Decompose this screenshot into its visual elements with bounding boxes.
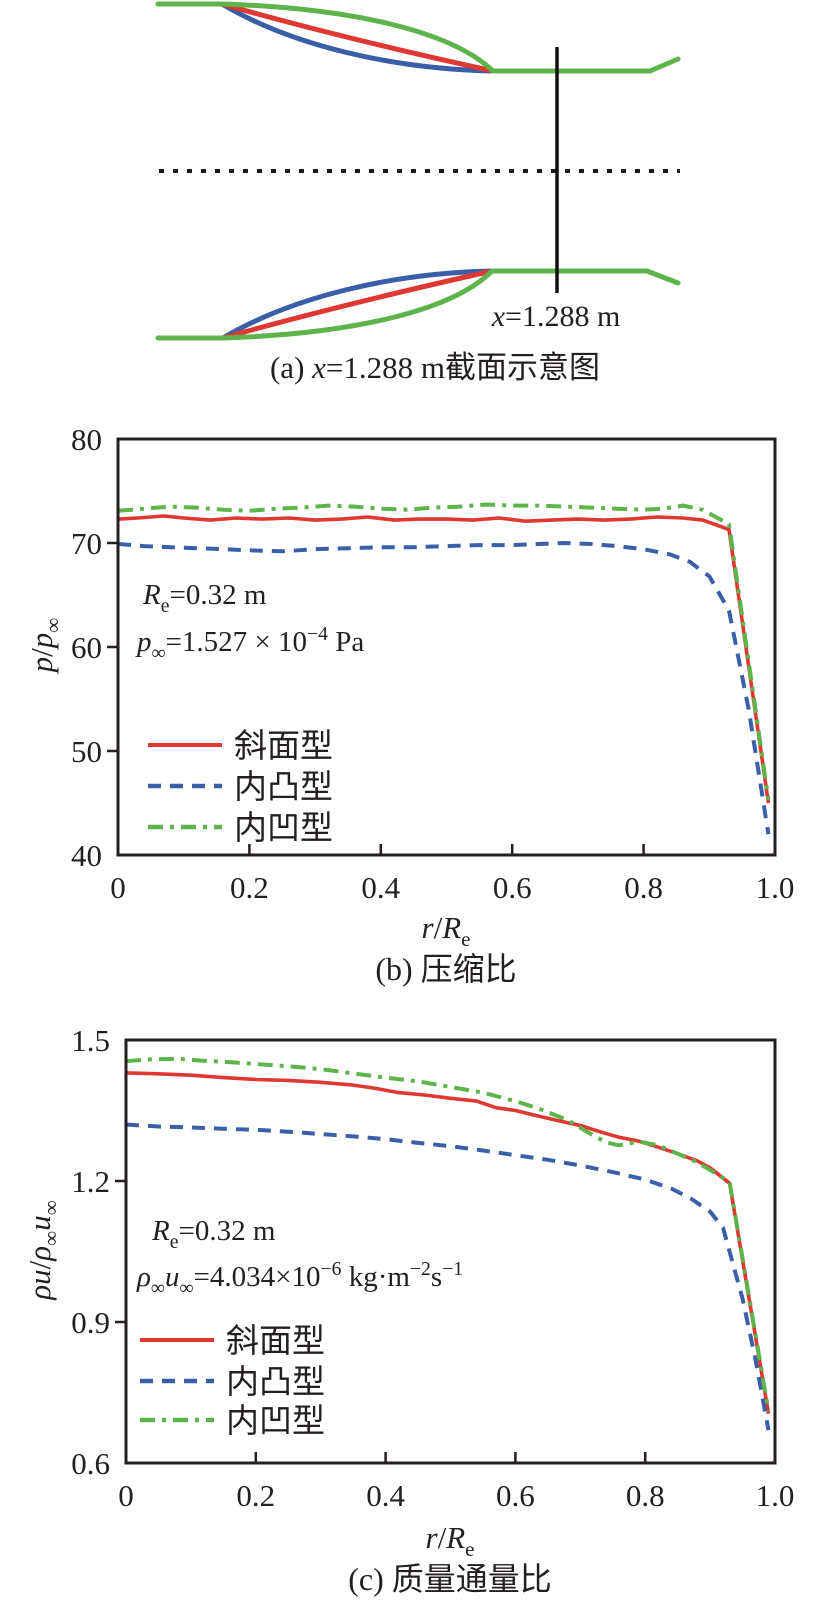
legend-convex-label: 内凸型	[234, 769, 333, 806]
chart-c-ylabel: ρu/ρ∞u∞	[22, 1200, 63, 1300]
series-concave-line	[117, 502, 771, 801]
y-tick-label: 40	[71, 838, 102, 873]
upper-ramp-profile	[219, 1, 496, 74]
lower-convex-profile	[220, 268, 495, 341]
legend-convex-label: 内凸型	[226, 1364, 325, 1401]
panel-a: x=1.288 m (a) x=1.288 m截面示意图	[0, 0, 814, 400]
legend-ramp-label: 斜面型	[234, 728, 333, 765]
x-tick-label: 0.4	[361, 870, 400, 905]
y-tick-label: 80	[71, 422, 102, 457]
legend-concave-label: 内凹型	[226, 1403, 325, 1440]
plot-border	[124, 1038, 777, 1465]
y-tick-label: 70	[71, 526, 102, 561]
chart-c-annotation-re: Re=0.32 m	[151, 1215, 276, 1253]
station-label: x=1.288 m	[491, 300, 621, 333]
lower-wall-exit-line	[489, 268, 681, 286]
chart-c-xlabel: r/Re	[426, 1520, 475, 1561]
upper-concave-profile	[219, 1, 496, 74]
x-tick-label: 0	[118, 1478, 134, 1513]
chart-c-caption: (c) 质量通量比	[348, 1561, 552, 1597]
x-tick-label: 0.2	[230, 870, 269, 905]
x-tick-label: 1.0	[756, 1478, 795, 1513]
x-tick-label: 0.8	[624, 870, 663, 905]
chart-b-annotation-re: Re=0.32 m	[142, 579, 267, 617]
upper-convex-profile	[219, 1, 496, 74]
x-tick-label: 0.6	[496, 1478, 535, 1513]
series-convex-line	[117, 541, 771, 835]
panel-c: 0 0.2 0.4 0.6 0.8 1.0 0.6 0.9 1.2 1.5 斜面型内凸型 内凹型 Re…	[0, 1000, 814, 1600]
x-tick-label: 1.0	[756, 870, 795, 905]
chart-b-ylabel: p/p∞	[24, 618, 65, 675]
lower-concave-profile	[220, 268, 495, 341]
series-ramp-line	[117, 514, 771, 804]
panel-b: 0 0.2 0.4 0.6 0.8 1.0 40 50 60 70 80 斜面型内凸型内凹型 Re=0…	[0, 400, 814, 1000]
series-concave-line	[125, 1056, 771, 1412]
y-tick-label: 1.5	[71, 1023, 110, 1058]
y-tick-label: 50	[71, 734, 102, 769]
y-tick-label: 0.6	[71, 1446, 110, 1481]
legend-concave-label: 内凹型	[234, 810, 333, 847]
lower-ramp-profile	[220, 268, 495, 341]
panel-a-caption: (a) x=1.288 m截面示意图	[270, 350, 600, 385]
x-tick-label: 0.8	[626, 1478, 665, 1513]
series-ramp-line	[125, 1071, 771, 1414]
chart-b-annotation-p: p∞=1.527 × 10−4 Pa	[135, 623, 364, 664]
chart-c-annotation-rho: ρ∞u∞=4.034×10−6 kg·m−2s−1	[136, 1258, 463, 1299]
y-tick-label: 60	[71, 630, 102, 665]
x-tick-label: 0.6	[493, 870, 532, 905]
schematic-canvas: x=1.288 m (a) x=1.288 m截面示意图	[155, 1, 681, 385]
chart-b-caption: (b) 压缩比	[375, 951, 516, 987]
legend-ramp-label: 斜面型	[226, 1323, 325, 1360]
upper-wall-exit-line	[490, 56, 681, 74]
y-tick-label: 1.2	[71, 1164, 110, 1199]
x-tick-label: 0	[110, 870, 126, 905]
chart-b-xlabel: r/Re	[422, 910, 471, 951]
x-tick-label: 0.2	[236, 1478, 275, 1513]
x-tick-label: 0.4	[366, 1478, 405, 1513]
series-convex-line	[125, 1122, 771, 1431]
y-tick-label: 0.9	[71, 1305, 110, 1340]
